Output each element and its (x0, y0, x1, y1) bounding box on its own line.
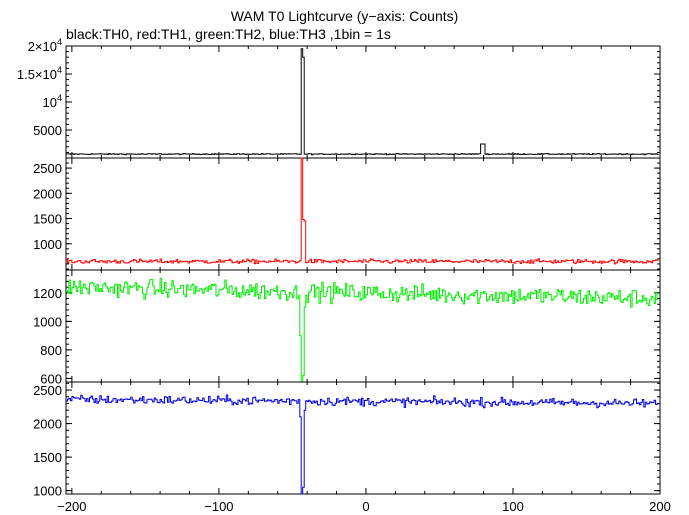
panel-frame (65, 381, 661, 495)
y-tick-label: 5000 (33, 123, 62, 138)
panel-th3: 1000 1500 2000 2500 (33, 381, 661, 499)
panels-group: 50001041.5×1042×104100015002000250060080… (17, 37, 661, 499)
x-axis: −200 −100 0 100 200 (57, 499, 671, 514)
x-tick-label: −100 (204, 499, 233, 514)
y-tick-label: 104 (43, 93, 62, 110)
y-tick-label: 2000 (33, 186, 62, 201)
series-line-th1 (66, 157, 659, 265)
x-tick-label: 0 (362, 499, 369, 514)
y-tick-label: 600 (40, 371, 62, 386)
y-tick-label: 800 (40, 343, 62, 358)
y-tick-label: 2500 (33, 383, 62, 398)
x-tick-label: −200 (57, 499, 86, 514)
panel-frame (65, 157, 661, 271)
panel-th2: 600 800 1000 1200 (33, 269, 661, 386)
series-line-th0 (66, 48, 659, 156)
y-tick-label: 2000 (33, 417, 62, 432)
panel-frame (65, 45, 661, 159)
y-tick-label: 1200 (33, 286, 62, 301)
series-line-th2 (66, 278, 659, 383)
y-tick-label: 1000 (33, 314, 62, 329)
y-tick-label: 2500 (33, 161, 62, 176)
chart-title: WAM T0 Lightcurve (y−axis: Counts) (230, 8, 459, 24)
y-tick-label: 1.5×104 (17, 65, 62, 82)
y-tick-label: 2×104 (28, 37, 62, 54)
y-tick-label: 1000 (33, 237, 62, 252)
y-tick-label: 1500 (33, 450, 62, 465)
y-tick-label: 1500 (33, 212, 62, 227)
panel-th1: 1000 1500 2000 2500 (33, 157, 661, 271)
panel-th0: 5000 104 1.5×104 2×104 (17, 37, 661, 159)
chart-subtitle: black:TH0, red:TH1, green:TH2, blue:TH3 … (66, 26, 391, 42)
series-line-th3 (66, 394, 659, 495)
x-tick-label: 100 (502, 499, 524, 514)
y-tick-label: 1000 (33, 484, 62, 499)
x-tick-label: 200 (649, 499, 671, 514)
